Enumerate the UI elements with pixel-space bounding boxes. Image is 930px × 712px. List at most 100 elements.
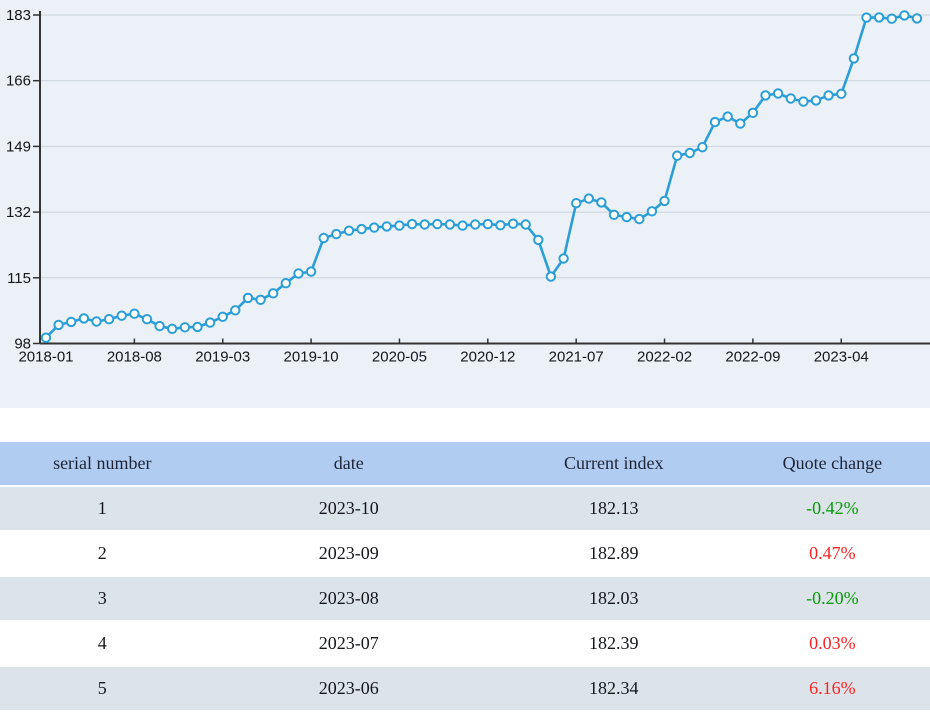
x-tick-label: 2023-04 (814, 349, 869, 366)
data-point-marker (850, 54, 858, 62)
data-point-marker (408, 220, 416, 228)
current-index-cell: 182.03 (493, 577, 735, 620)
serial-number-cell: 1 (0, 487, 205, 530)
x-tick-label: 2019-03 (195, 349, 250, 366)
x-tick-label: 2018-08 (107, 349, 162, 366)
column-header-date: date (205, 442, 493, 485)
data-point-marker (635, 215, 643, 223)
data-point-marker (547, 272, 555, 280)
data-point-marker (660, 197, 668, 205)
data-point-marker (787, 94, 795, 102)
data-point-marker (585, 194, 593, 202)
data-point-marker (92, 317, 100, 325)
y-tick-label: 132 (6, 204, 31, 221)
y-tick-label: 149 (6, 138, 31, 155)
data-point-marker (181, 323, 189, 331)
data-point-marker (471, 220, 479, 228)
x-tick-label: 2022-09 (725, 349, 780, 366)
data-point-marker (206, 318, 214, 326)
data-point-marker (698, 143, 706, 151)
data-point-marker (370, 223, 378, 231)
data-point-marker (711, 118, 719, 126)
serial-number-cell: 4 (0, 622, 205, 665)
data-point-marker (282, 279, 290, 287)
current-index-cell: 182.34 (493, 667, 735, 710)
data-point-marker (269, 289, 277, 297)
data-point-marker (332, 230, 340, 238)
quote-change-cell: -0.20% (735, 577, 930, 620)
data-point-marker (42, 334, 50, 342)
table-header-row: serial number date Current index Quote c… (0, 442, 930, 485)
data-point-marker (118, 312, 126, 320)
table-row: 2 2023-09 182.89 0.47% (0, 532, 930, 575)
quote-change-cell: 0.47% (735, 532, 930, 575)
table-row: 3 2023-08 182.03 -0.20% (0, 577, 930, 620)
serial-number-cell: 2 (0, 532, 205, 575)
data-point-marker (67, 318, 75, 326)
data-point-marker (812, 96, 820, 104)
current-index-cell: 182.13 (493, 487, 735, 530)
serial-number-cell: 3 (0, 577, 205, 620)
data-point-marker (446, 220, 454, 228)
index-line-series (46, 15, 917, 337)
x-tick-label: 2022-02 (637, 349, 692, 366)
data-point-marker (736, 119, 744, 127)
data-point-marker (774, 89, 782, 97)
data-point-marker (888, 15, 896, 23)
serial-number-cell: 5 (0, 667, 205, 710)
data-point-marker (496, 221, 504, 229)
data-point-marker (761, 91, 769, 99)
x-tick-label: 2020-05 (372, 349, 427, 366)
data-point-marker (320, 234, 328, 242)
data-point-marker (256, 296, 264, 304)
data-point-marker (307, 267, 315, 275)
data-point-marker (130, 310, 138, 318)
data-point-marker (597, 198, 605, 206)
data-point-marker (900, 11, 908, 19)
data-point-marker (155, 322, 163, 330)
data-point-marker (534, 236, 542, 244)
current-index-cell: 182.89 (493, 532, 735, 575)
quote-change-cell: 6.16% (735, 667, 930, 710)
data-point-marker (724, 112, 732, 120)
data-point-marker (231, 306, 239, 314)
date-cell: 2023-07 (205, 622, 493, 665)
data-point-marker (345, 227, 353, 235)
date-cell: 2023-06 (205, 667, 493, 710)
data-point-marker (244, 294, 252, 302)
data-point-marker (673, 152, 681, 160)
data-point-marker (824, 91, 832, 99)
data-point-marker (686, 149, 694, 157)
data-point-marker (623, 213, 631, 221)
table-row: 5 2023-06 182.34 6.16% (0, 667, 930, 710)
y-tick-label: 183 (6, 7, 31, 24)
data-point-marker (862, 13, 870, 21)
data-point-marker (837, 90, 845, 98)
data-point-marker (648, 207, 656, 215)
data-point-marker (357, 225, 365, 233)
y-tick-label: 166 (6, 73, 31, 90)
data-point-marker (421, 220, 429, 228)
y-tick-label: 115 (7, 270, 31, 287)
data-point-marker (54, 321, 62, 329)
table-row: 1 2023-10 182.13 -0.42% (0, 487, 930, 530)
data-point-marker (383, 222, 391, 230)
data-point-marker (168, 325, 176, 333)
data-point-marker (395, 221, 403, 229)
data-point-marker (219, 313, 227, 321)
quote-change-cell: 0.03% (735, 622, 930, 665)
date-cell: 2023-08 (205, 577, 493, 620)
table-row: 4 2023-07 182.39 0.03% (0, 622, 930, 665)
data-point-marker (458, 221, 466, 229)
x-tick-label: 2020-12 (460, 349, 515, 366)
column-header-quote-change: Quote change (735, 442, 930, 485)
x-tick-label: 2018-01 (18, 349, 73, 366)
date-cell: 2023-09 (205, 532, 493, 575)
data-point-marker (433, 220, 441, 228)
index-history-table: serial number date Current index Quote c… (0, 440, 930, 712)
data-point-marker (193, 323, 201, 331)
data-point-marker (294, 269, 302, 277)
data-point-marker (799, 97, 807, 105)
data-point-marker (509, 220, 517, 228)
data-point-marker (80, 314, 88, 322)
